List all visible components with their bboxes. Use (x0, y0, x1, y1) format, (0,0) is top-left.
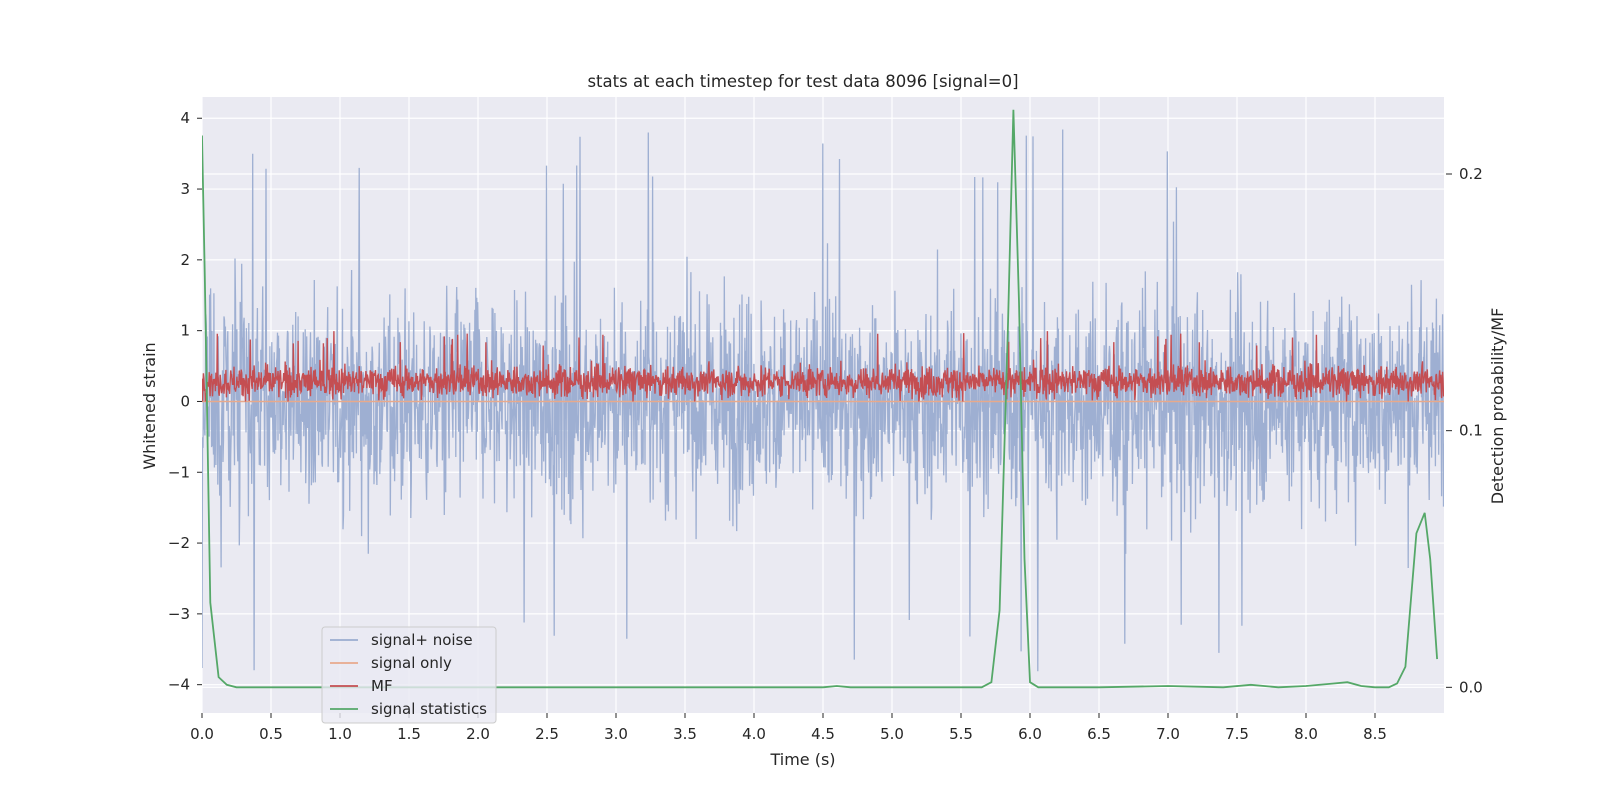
y-tick-label: 3 (180, 180, 190, 198)
x-tick-label: 7.0 (1156, 725, 1180, 743)
x-tick-label: 0.0 (190, 725, 214, 743)
chart-title: stats at each timestep for test data 809… (587, 72, 1018, 91)
y-axis-left: −4 −3 −2 −1 0 1 2 3 4 (168, 109, 202, 694)
x-tick-label: 1.5 (397, 725, 421, 743)
legend-label: signal only (371, 654, 452, 672)
x-tick-label: 2.5 (535, 725, 559, 743)
x-axis-label: Time (s) (769, 750, 835, 769)
x-tick-label: 0.5 (259, 725, 283, 743)
y-tick-label: −4 (168, 676, 190, 694)
legend-label: MF (371, 677, 393, 695)
y2-tick-label: 0.2 (1459, 165, 1483, 183)
x-tick-label: 4.5 (811, 725, 835, 743)
line-signal-noise (202, 129, 1444, 672)
x-tick-label: 6.5 (1087, 725, 1111, 743)
y-tick-label: −3 (168, 605, 190, 623)
series-mf (202, 331, 1444, 402)
y-tick-label: 4 (180, 109, 190, 127)
line-signal-statistics (202, 109, 1438, 689)
x-tick-label: 3.0 (604, 725, 628, 743)
x-tick-label: 5.0 (880, 725, 904, 743)
x-tick-label: 8.5 (1363, 725, 1387, 743)
x-tick-label: 4.0 (742, 725, 766, 743)
y-axis-right: 0.0 0.1 0.2 (1446, 165, 1483, 696)
y2-tick-label: 0.0 (1459, 678, 1483, 696)
line-mf (202, 331, 1444, 402)
plot-content (202, 109, 1444, 689)
y-tick-label: 2 (180, 251, 190, 269)
y2-tick-label: 0.1 (1459, 422, 1483, 440)
x-tick-label: 5.5 (949, 725, 973, 743)
series-signal-noise (202, 129, 1444, 672)
legend-label: signal statistics (371, 700, 487, 718)
x-tick-label: 3.5 (673, 725, 697, 743)
y-tick-label: 1 (180, 322, 190, 340)
x-tick-label: 2.0 (466, 725, 490, 743)
y-tick-label: −2 (168, 534, 190, 552)
x-tick-label: 8.0 (1294, 725, 1318, 743)
series-signal-statistics (202, 109, 1438, 689)
legend-box (321, 626, 497, 724)
y2-axis-label: Detection probability/MF (1488, 308, 1507, 505)
x-tick-label: 1.0 (328, 725, 352, 743)
x-tick-label: 7.5 (1225, 725, 1249, 743)
legend: signal+ noise signal only MF signal statist… (321, 626, 497, 724)
x-axis: 0.0 0.5 1.0 1.5 2.0 2.5 3.0 3.5 4.0 4.5 5.0 5.5 6.0 6… (190, 713, 1387, 743)
y-tick-label: 0 (180, 392, 190, 410)
legend-label: signal+ noise (371, 631, 473, 649)
x-tick-label: 6.0 (1018, 725, 1042, 743)
y-axis-label: Whitened strain (140, 342, 159, 469)
y-tick-label: −1 (168, 463, 190, 481)
